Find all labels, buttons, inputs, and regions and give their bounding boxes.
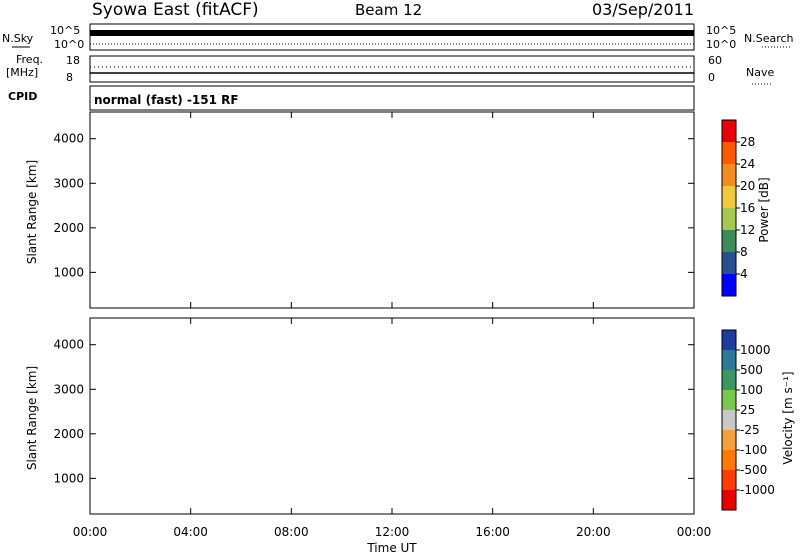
velocity-cbar-segment: [722, 450, 736, 471]
nsky-panel: N.Sky 10^5 10^0 10^5 10^0 N.Search: [2, 23, 794, 51]
nsky-tick-bottom: 10^0: [54, 38, 84, 51]
power-cbar-label: 4: [740, 267, 748, 281]
velocity-cbar-label: 500: [740, 363, 763, 377]
velocity-cbar-segment: [722, 410, 736, 431]
velocity-cbar-segment: [722, 490, 736, 511]
power-cbar-segment: [722, 252, 736, 275]
velocity-cbar-label: -500: [740, 463, 767, 477]
cpid-panel: [89, 85, 695, 111]
power-ytick-label: 3000: [53, 176, 84, 190]
nave-tick-bottom: 0: [708, 71, 715, 84]
power-ytick-label: 4000: [53, 132, 84, 146]
velocity-cbar-segment: [722, 370, 736, 391]
power-cbar-label: 24: [740, 157, 755, 171]
x-axis-label: Time UT: [366, 541, 417, 554]
power-cbar-label: 20: [740, 179, 755, 193]
power-ytick-label: 1000: [53, 265, 84, 279]
nsearch-label: N.Search: [744, 32, 794, 45]
x-tick-label: 12:00: [375, 525, 410, 539]
nsearch-tick-top: 10^5: [706, 24, 736, 37]
x-tick-label: 16:00: [475, 525, 510, 539]
velocity-cbar-segment: [722, 330, 736, 351]
power-cbar-segment: [722, 142, 736, 165]
power-cbar-label: Power [dB]: [757, 177, 771, 242]
date-title: 03/Sep/2011: [592, 0, 694, 19]
power-cbar-segment: [722, 208, 736, 231]
nave-label: Nave: [746, 66, 774, 79]
station-title: Syowa East (fitACF): [92, 0, 259, 20]
mode-text: normal (fast) -151 RF: [94, 93, 239, 107]
power-cbar-label: 16: [740, 201, 755, 215]
velocity-cbar-frame: [721, 329, 737, 511]
x-tick-label: 08:00: [274, 525, 309, 539]
beam-title: Beam 12: [355, 1, 422, 19]
velocity-cbar-label: -1000: [740, 483, 775, 497]
x-tick-label: 20:00: [576, 525, 611, 539]
velocity-cbar-segment: [722, 430, 736, 451]
velocity-ytick-label: 4000: [53, 338, 84, 352]
x-tick-label: 04:00: [173, 525, 208, 539]
cpid-label: CPID: [8, 90, 37, 103]
x-tick-label: 00:00: [677, 525, 712, 539]
velocity-ylabel: Slant Range [km]: [25, 366, 39, 470]
freq-tick-top: 18: [66, 54, 80, 67]
power-cbar-segment: [722, 164, 736, 187]
velocity-panel: 1000 2000 3000 4000 Slant Range [km]: [25, 317, 695, 515]
freq-tick-bottom: 8: [66, 71, 73, 84]
freq-label-1: Freq.: [16, 53, 43, 66]
power-panel: 1000 2000 3000 4000 Slant Range [km]: [25, 111, 695, 309]
velocity-cbar-label: 25: [740, 403, 755, 417]
power-ytick-label: 2000: [53, 221, 84, 235]
freq-label-2: [MHz]: [6, 66, 38, 79]
power-cbar-label: 28: [740, 135, 755, 149]
velocity-ytick-label: 3000: [53, 382, 84, 396]
power-cbar-label: 8: [740, 245, 748, 259]
power-cbar-label: 12: [740, 223, 755, 237]
freq-panel: Freq. [MHz] 18 8 60 0 Nave: [6, 53, 774, 85]
power-cbar-segment: [722, 120, 736, 143]
x-tick-label: 00:00: [73, 525, 108, 539]
power-cbar-segment: [722, 230, 736, 253]
power-cbar-segment: [722, 186, 736, 209]
velocity-cbar-segment: [722, 350, 736, 371]
velocity-cbar-segment: [722, 470, 736, 491]
velocity-cbar-label: -25: [740, 423, 760, 437]
velocity-cbar-label: 1000: [740, 343, 771, 357]
velocity-ytick-label: 1000: [53, 471, 84, 485]
nave-tick-top: 60: [708, 54, 722, 67]
velocity-cbar-segment: [722, 390, 736, 411]
velocity-cbar-label: -100: [740, 443, 767, 457]
nsearch-tick-bottom: 10^0: [706, 38, 736, 51]
velocity-cbar-label: 100: [740, 383, 763, 397]
velocity-cbar-label: Velocity [m s⁻¹]: [781, 371, 795, 464]
power-cbar-segment: [722, 274, 736, 297]
power-ylabel: Slant Range [km]: [25, 160, 39, 264]
velocity-ytick-label: 2000: [53, 427, 84, 441]
nsky-tick-top: 10^5: [50, 24, 80, 37]
nsky-label: N.Sky: [2, 32, 34, 45]
